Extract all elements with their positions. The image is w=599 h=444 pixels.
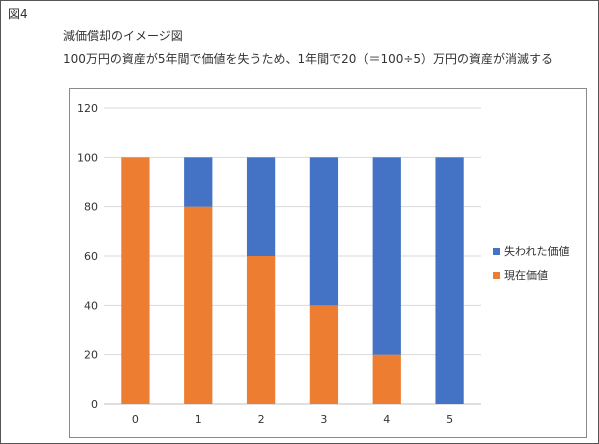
bar-lost-value-2 bbox=[246, 157, 276, 256]
x-tick-label: 4 bbox=[383, 413, 390, 426]
x-tick-label: 2 bbox=[258, 413, 265, 426]
bar-current-value-1 bbox=[184, 206, 213, 404]
bar-lost-value-1 bbox=[184, 157, 213, 207]
bar-current-value-3 bbox=[309, 305, 339, 404]
y-tick-label: 60 bbox=[84, 250, 98, 263]
y-tick-label: 100 bbox=[77, 151, 98, 164]
figure-label: 図4 bbox=[8, 7, 28, 21]
legend-item-current: 現在価値 bbox=[493, 263, 569, 287]
y-tick-label: 80 bbox=[84, 201, 98, 214]
figure-subtitle: 100万円の資産が5年間で価値を失うため、1年間で20（＝100÷5）万円の資産… bbox=[63, 52, 554, 66]
x-tick-label: 5 bbox=[446, 413, 453, 426]
figure-title: 減価償却のイメージ図 bbox=[63, 29, 183, 43]
x-tick-label: 1 bbox=[195, 413, 202, 426]
legend-swatch-current bbox=[493, 271, 500, 279]
x-tick-label: 0 bbox=[132, 413, 139, 426]
y-tick-label: 120 bbox=[77, 102, 98, 115]
legend-item-lost: 失われた価値 bbox=[493, 239, 569, 263]
bar-lost-value-3 bbox=[309, 157, 339, 306]
chart-area: 0 20 40 60 80 100 120 0 1 2 3 4 5 失われた価値 現在価値 bbox=[69, 88, 587, 438]
y-tick-label: 40 bbox=[84, 299, 98, 312]
bar-current-value-4 bbox=[372, 354, 401, 404]
bar-lost-value-5 bbox=[435, 157, 464, 404]
bar-current-value-0 bbox=[121, 157, 150, 404]
bar-current-value-2 bbox=[246, 256, 276, 404]
legend-swatch-lost bbox=[493, 247, 500, 255]
bar-lost-value-4 bbox=[372, 157, 401, 355]
legend-label-current: 現在価値 bbox=[504, 269, 548, 282]
x-tick-label: 3 bbox=[320, 413, 327, 426]
chart-legend: 失われた価値 現在価値 bbox=[493, 239, 569, 287]
y-tick-label: 20 bbox=[84, 349, 98, 362]
y-tick-label: 0 bbox=[91, 398, 98, 411]
stacked-bar-chart: 0 20 40 60 80 100 120 0 1 2 3 4 5 bbox=[77, 102, 481, 426]
legend-label-lost: 失われた価値 bbox=[504, 245, 570, 258]
